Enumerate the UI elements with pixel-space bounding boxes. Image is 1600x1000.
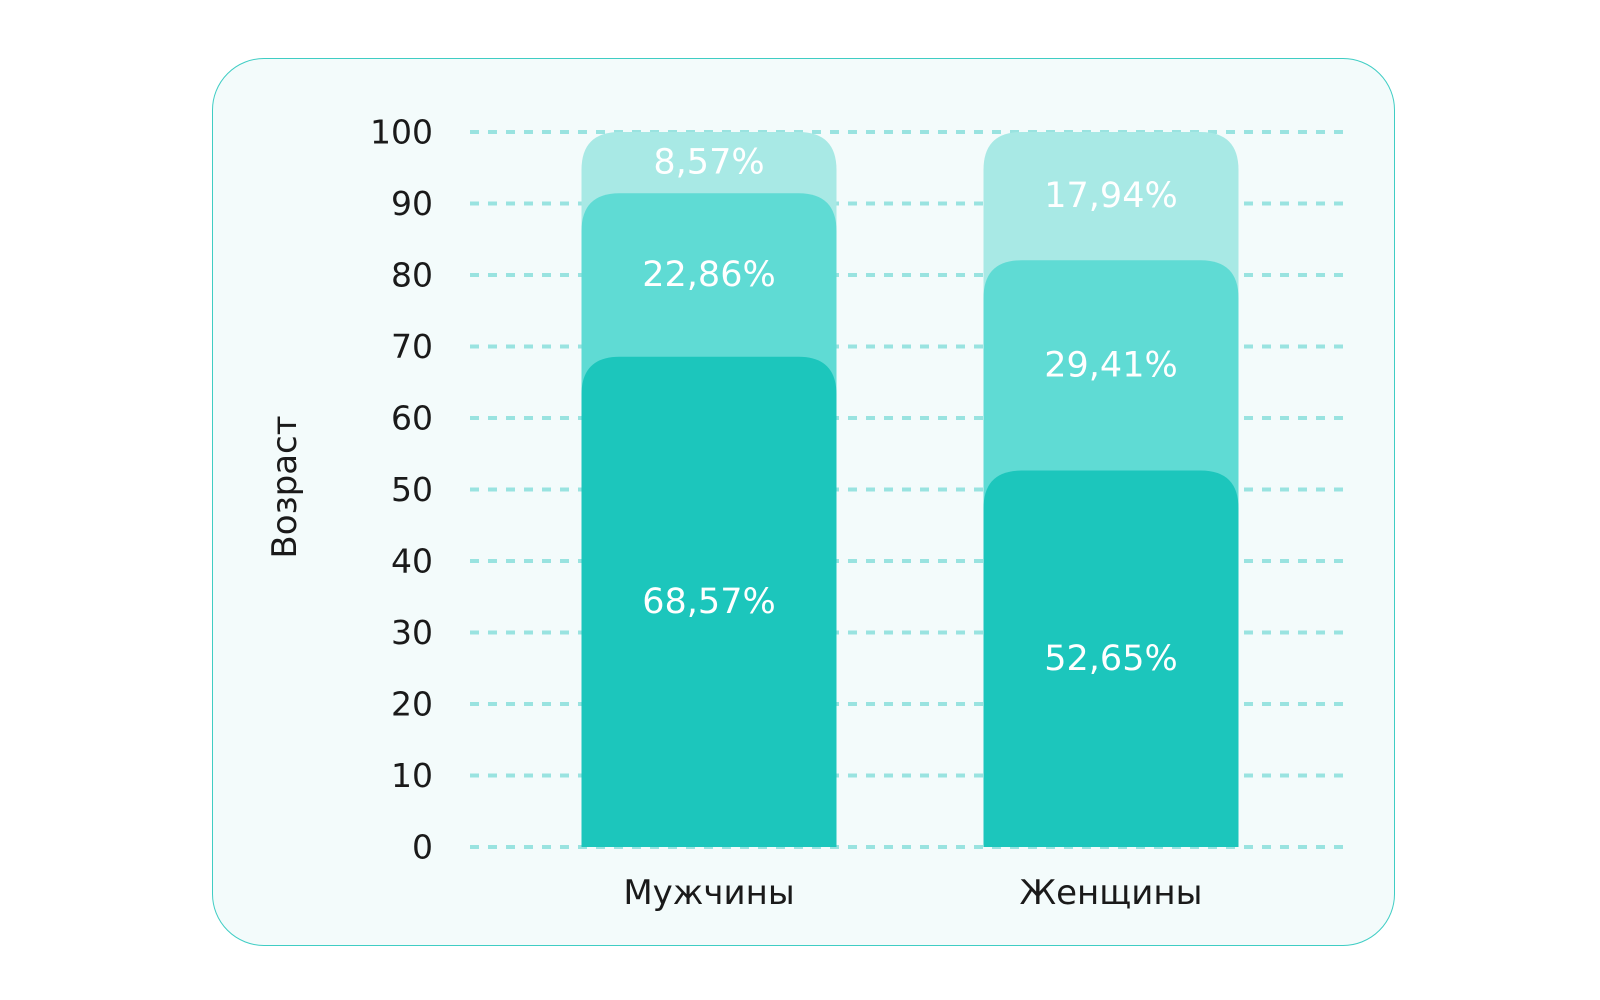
y-tick-label: 50 xyxy=(391,470,433,509)
data-label: 68,57% xyxy=(642,582,775,622)
bar-segment xyxy=(983,470,1239,847)
y-axis-label: Возраст xyxy=(265,415,305,558)
data-label: 22,86% xyxy=(642,255,775,295)
x-category-label: Женщины xyxy=(1020,873,1203,913)
y-tick-label: 20 xyxy=(391,685,433,724)
y-tick-label: 70 xyxy=(391,327,433,366)
y-tick-label: 90 xyxy=(391,184,433,223)
y-tick-label: 10 xyxy=(391,756,433,795)
y-tick-label: 30 xyxy=(391,613,433,652)
data-label: 52,65% xyxy=(1044,639,1177,679)
y-tick-label: 40 xyxy=(391,542,433,581)
y-tick-label: 0 xyxy=(412,828,433,867)
data-label: 29,41% xyxy=(1044,345,1177,385)
y-tick-label: 100 xyxy=(370,113,433,152)
y-tick-label: 80 xyxy=(391,256,433,295)
data-label: 8,57% xyxy=(653,143,764,183)
x-category-label: Мужчины xyxy=(623,873,794,913)
y-tick-label: 60 xyxy=(391,399,433,438)
data-label: 17,94% xyxy=(1044,176,1177,216)
bar-segment xyxy=(581,356,837,847)
